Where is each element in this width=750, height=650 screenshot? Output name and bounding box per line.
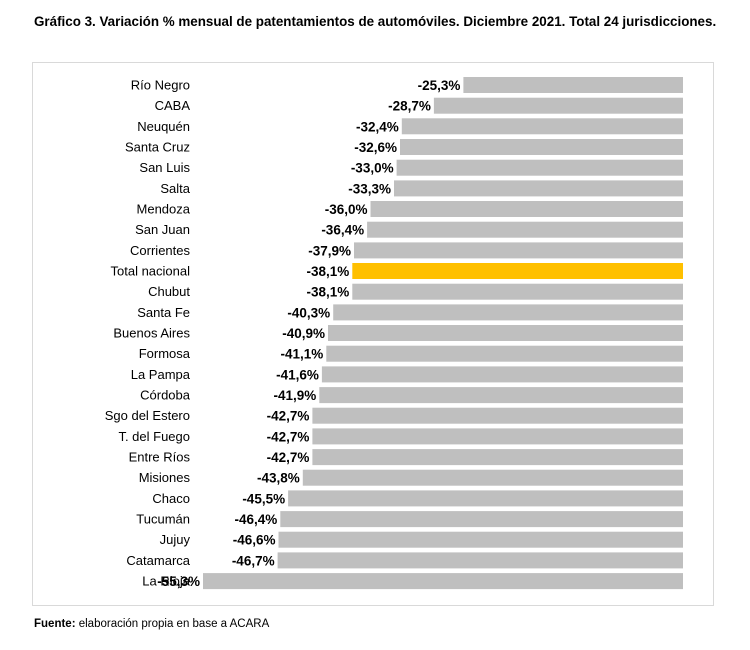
- value-label-corrientes: -37,9%: [308, 243, 351, 258]
- category-label-la-pampa: La Pampa: [131, 367, 191, 382]
- value-label-neuquen: -32,4%: [356, 119, 399, 134]
- value-label-total-nacional: -38,1%: [307, 264, 350, 279]
- value-label-mendoza: -36,0%: [325, 202, 368, 217]
- bar-salta: [394, 180, 683, 197]
- bar-chaco: [288, 490, 683, 507]
- category-label-caba: CABA: [155, 98, 191, 113]
- category-label-cordoba: Córdoba: [140, 388, 191, 403]
- source-note: Fuente: elaboración propia en base a ACA…: [34, 618, 269, 630]
- category-label-salta: Salta: [160, 181, 190, 196]
- value-label-jujuy: -46,6%: [233, 533, 276, 548]
- bar-cordoba: [319, 387, 683, 404]
- bar-la-rioja: [203, 573, 683, 590]
- value-label-la-rioja: -55,3%: [157, 574, 200, 589]
- category-label-misiones: Misiones: [139, 470, 191, 485]
- category-label-tucuman: Tucumán: [136, 512, 190, 527]
- value-label-catamarca: -46,7%: [232, 553, 275, 568]
- bar-sgo-del-estero: [312, 407, 683, 424]
- value-label-misiones: -43,8%: [257, 471, 300, 486]
- value-label-buenos-aires: -40,9%: [282, 326, 325, 341]
- bar-total-nacional: [352, 263, 683, 279]
- category-label-san-luis: San Luis: [139, 160, 190, 175]
- value-label-rio-negro: -25,3%: [418, 78, 461, 93]
- category-label-t-del-fuego: T. del Fuego: [118, 429, 190, 444]
- value-label-caba: -28,7%: [388, 99, 431, 114]
- bar-caba: [433, 97, 683, 114]
- value-label-tucuman: -46,4%: [235, 512, 278, 527]
- bar-santa-cruz: [400, 139, 683, 155]
- value-label-san-juan: -36,4%: [321, 223, 364, 238]
- category-label-la-rioja: La Rioja: [142, 574, 190, 589]
- bar-entre-rios: [312, 449, 683, 466]
- value-label-cordoba: -41,9%: [274, 388, 317, 403]
- category-label-chubut: Chubut: [148, 284, 190, 299]
- bar-san-juan: [367, 221, 683, 238]
- category-label-jujuy: Jujuy: [160, 532, 191, 547]
- category-label-entre-rios: Entre Ríos: [129, 450, 191, 465]
- category-label-sgo-del-estero: Sgo del Estero: [105, 408, 190, 423]
- category-label-san-juan: San Juan: [135, 222, 190, 237]
- bar-jujuy: [278, 531, 683, 548]
- category-label-neuquen: Neuquén: [137, 119, 190, 134]
- bar-formosa: [326, 345, 683, 362]
- category-label-formosa: Formosa: [139, 346, 191, 361]
- bar-rio-negro: [463, 77, 683, 93]
- value-label-la-pampa: -41,6%: [276, 367, 319, 382]
- source-label: Fuente:: [34, 618, 76, 630]
- bar-t-del-fuego: [312, 428, 683, 445]
- bar-neuquen: [401, 118, 683, 135]
- category-label-rio-negro: Río Negro: [131, 78, 190, 93]
- bar-mendoza: [370, 201, 683, 217]
- chart-title: Gráfico 3. Variación % mensual de patent…: [34, 14, 717, 29]
- source-text: elaboración propia en base a ACARA: [78, 618, 270, 630]
- category-label-total-nacional: Total nacional: [111, 264, 191, 279]
- value-label-chubut: -38,1%: [307, 285, 350, 300]
- category-label-mendoza: Mendoza: [137, 202, 191, 217]
- value-label-salta: -33,3%: [348, 181, 391, 196]
- bar-santa-fe: [333, 304, 683, 321]
- category-label-corrientes: Corrientes: [130, 243, 190, 258]
- bar-chubut: [352, 283, 683, 300]
- category-label-buenos-aires: Buenos Aires: [113, 326, 190, 341]
- category-label-santa-fe: Santa Fe: [137, 305, 190, 320]
- value-label-santa-fe: -40,3%: [287, 305, 330, 320]
- bar-buenos-aires: [328, 325, 683, 341]
- value-label-t-del-fuego: -42,7%: [267, 429, 310, 444]
- value-label-formosa: -41,1%: [281, 347, 324, 362]
- category-label-chaco: Chaco: [152, 491, 190, 506]
- bar-misiones: [302, 469, 683, 486]
- chart-frame: [32, 62, 714, 606]
- category-label-santa-cruz: Santa Cruz: [125, 140, 190, 155]
- value-label-santa-cruz: -32,6%: [354, 140, 397, 155]
- bar-catamarca: [277, 552, 683, 569]
- value-label-sgo-del-estero: -42,7%: [267, 409, 310, 424]
- bar-san-luis: [396, 159, 683, 176]
- bar-tucuman: [280, 511, 683, 528]
- value-label-entre-rios: -42,7%: [267, 450, 310, 465]
- category-label-catamarca: Catamarca: [126, 553, 190, 568]
- value-label-chaco: -45,5%: [242, 491, 285, 506]
- bar-corrientes: [354, 242, 683, 259]
- bar-la-pampa: [321, 366, 683, 383]
- value-label-san-luis: -33,0%: [351, 161, 394, 176]
